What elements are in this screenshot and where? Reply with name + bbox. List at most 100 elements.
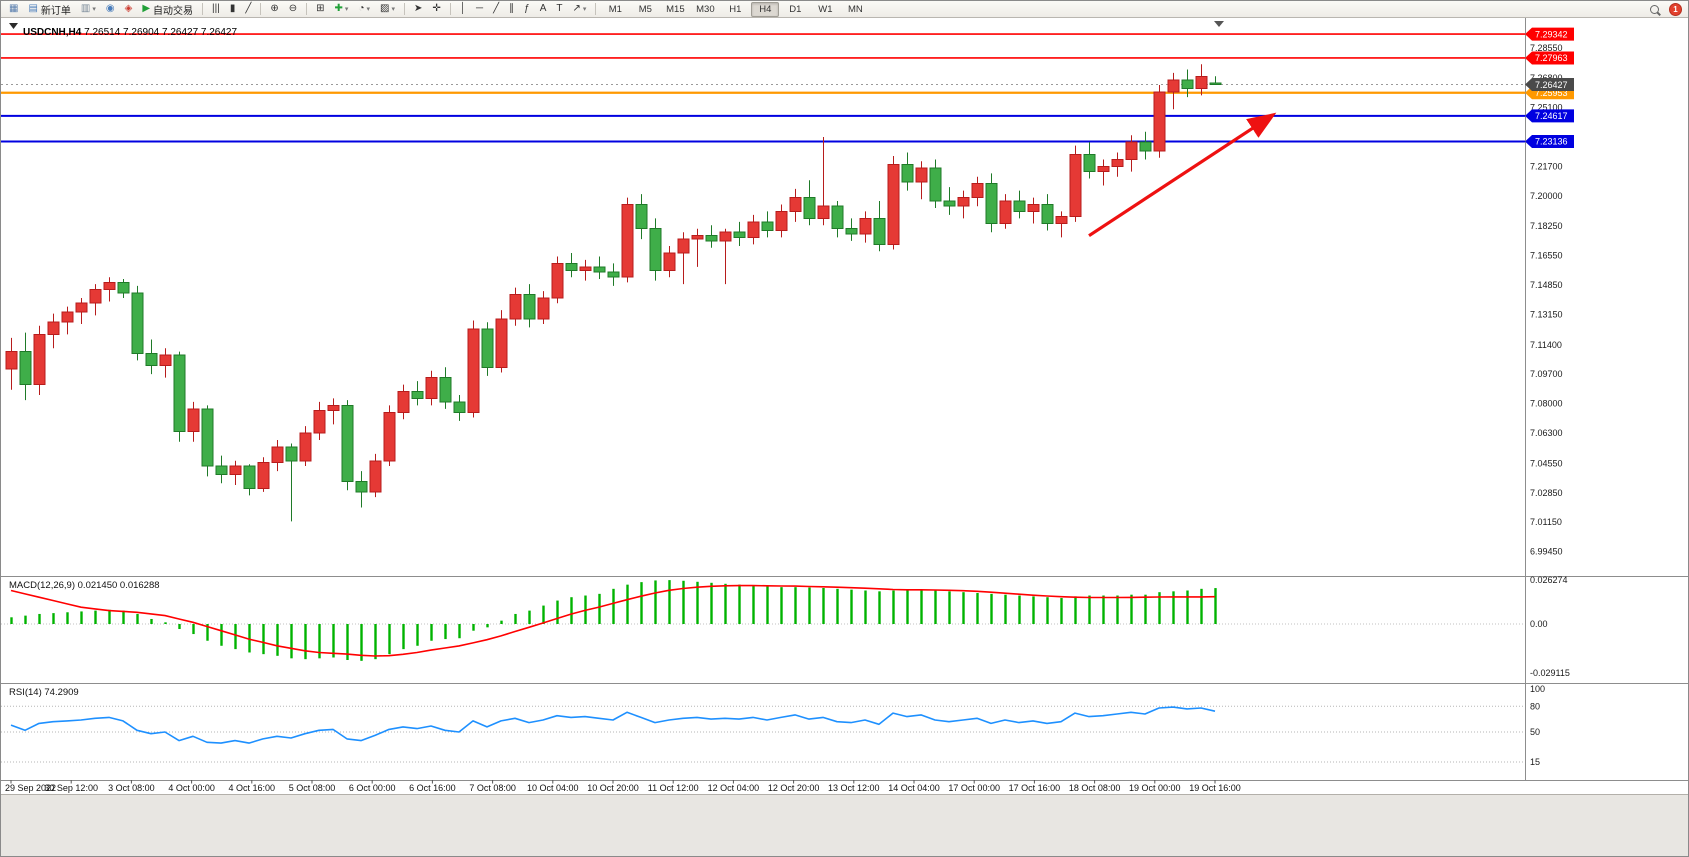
profiles-button[interactable]: ▥ ▾ — [77, 1, 100, 17]
time-axis-label: 4 Oct 16:00 — [229, 783, 276, 793]
tile-windows-button[interactable]: ⊞ — [312, 1, 328, 17]
candle — [691, 235, 704, 240]
toolbar-right: 1 — [1650, 2, 1685, 16]
candle — [1027, 203, 1040, 212]
time-axis-label: 19 Oct 00:00 — [1129, 783, 1181, 793]
time-axis-label: 13 Oct 12:00 — [828, 783, 880, 793]
toolbar-separator — [449, 3, 451, 15]
candle — [999, 200, 1012, 225]
time-axis-label: 6 Oct 00:00 — [349, 783, 396, 793]
candle — [621, 203, 634, 278]
price-axis-label: 7.02850 — [1530, 488, 1563, 498]
auto-trading-button[interactable]: ▶ 自动交易 — [138, 1, 197, 17]
crosshair-button[interactable]: ✛ — [428, 1, 444, 17]
indicators-button[interactable]: ✚ ▾ — [331, 1, 353, 17]
new-chart-button[interactable]: ▦ — [5, 1, 22, 17]
templates-button[interactable]: ▨ ▾ — [376, 1, 399, 17]
candle — [61, 311, 74, 323]
periods-button[interactable]: ◔ ▾ — [354, 1, 374, 17]
candle — [201, 408, 214, 467]
price-axis-label: 7.25100 — [1530, 103, 1563, 113]
candle — [537, 297, 550, 320]
zoom-in-button[interactable]: ⊕ — [266, 1, 282, 17]
time-axis-label: 11 Oct 12:00 — [648, 783, 699, 793]
auto-trading-icon: ▶ — [142, 3, 151, 14]
one-click-trading-toggle[interactable] — [9, 23, 18, 29]
search-icon[interactable] — [1650, 4, 1659, 14]
new-order-button[interactable]: ▤ 新订单 — [24, 1, 74, 17]
text-label-button[interactable]: T — [552, 1, 566, 17]
chart-canvas[interactable]: 7.285507.268007.251007.217007.200007.182… — [1, 18, 1689, 857]
candle — [859, 217, 872, 235]
chevron-down-icon: ▾ — [344, 6, 349, 13]
timeframe-m1-button[interactable]: M1 — [608, 3, 622, 15]
candle — [495, 318, 508, 368]
tile-windows-icon: ⊞ — [316, 3, 325, 14]
support-icon: ◉ — [105, 3, 115, 14]
fibonacci-button[interactable]: ƒ — [520, 1, 534, 17]
timeframe-w1-button[interactable]: W1 — [818, 3, 833, 15]
time-axis-label: 10 Oct 20:00 — [587, 783, 639, 793]
timeframe-mn-button[interactable]: MN — [847, 3, 863, 15]
timeframe-m30-button[interactable]: M30 — [696, 3, 715, 15]
candle — [1041, 203, 1054, 225]
timeframe-h4-button[interactable]: H4 — [751, 1, 780, 17]
notification-badge[interactable]: 1 — [1669, 2, 1682, 16]
svg-text:7.27963: 7.27963 — [1535, 53, 1568, 63]
candle — [355, 481, 368, 493]
equidistant-channel-button[interactable]: ∥ — [505, 1, 518, 17]
trendline-button[interactable]: ╱ — [489, 1, 503, 17]
news-button[interactable]: ◈ — [121, 1, 137, 17]
timeframe-h1-button[interactable]: H1 — [729, 3, 742, 15]
timeframe-m5-button[interactable]: M5 — [638, 3, 652, 15]
macd-axis-label: 0.026274 — [1530, 575, 1568, 585]
price-badge: 7.24617 — [1525, 109, 1574, 123]
price-axis-label: 7.09700 — [1530, 369, 1563, 379]
new-order-label: 新订单 — [40, 5, 71, 17]
text-icon: A — [539, 3, 547, 14]
candle — [705, 235, 718, 242]
timeframe-m15-button[interactable]: M15 — [666, 3, 685, 15]
candle — [257, 461, 270, 489]
chart-candles-button[interactable]: ▮ — [226, 1, 240, 17]
chart-shift-marker[interactable] — [1214, 21, 1224, 27]
candle — [103, 281, 116, 290]
vertical-line-button[interactable]: │ — [456, 1, 470, 17]
candle — [1209, 82, 1222, 86]
arrows-button[interactable]: ↗ ▾ — [568, 1, 590, 17]
time-axis-label: 12 Oct 04:00 — [708, 783, 760, 793]
candle — [1181, 79, 1194, 89]
candle — [733, 231, 746, 238]
candle — [915, 167, 928, 183]
chart-bars-button[interactable]: ||| — [208, 1, 224, 17]
toolbar-separator — [260, 3, 262, 15]
horizontal-line-button[interactable]: ─ — [472, 1, 487, 17]
candle — [341, 404, 354, 483]
chart-line-button[interactable]: ╱ — [241, 1, 255, 17]
svg-text:7.29342: 7.29342 — [1535, 29, 1568, 39]
zoom-in-icon: ⊕ — [270, 3, 279, 14]
candle — [775, 210, 788, 231]
cursor-button[interactable]: ➤ — [410, 1, 426, 17]
rsi-line — [10, 706, 1216, 744]
trendline-icon: ╱ — [493, 3, 500, 14]
candle — [845, 228, 858, 235]
candle — [1097, 165, 1110, 173]
indicators-icon: ✚ — [334, 3, 343, 14]
zoom-out-button[interactable]: ⊖ — [285, 1, 301, 17]
trend-arrow[interactable] — [1088, 112, 1277, 238]
candle — [285, 446, 298, 462]
candle — [803, 197, 816, 219]
svg-text:7.23136: 7.23136 — [1535, 137, 1568, 147]
candle — [831, 205, 844, 230]
text-button[interactable]: A — [536, 1, 551, 17]
timeframe-d1-button[interactable]: D1 — [789, 3, 802, 15]
toolbar-separator — [595, 3, 597, 15]
rsi-axis-label: 50 — [1530, 727, 1540, 737]
candle — [439, 377, 452, 403]
macd-label: MACD(12,26,9) 0.021450 0.016288 — [9, 580, 160, 591]
periods-icon: ◔ — [358, 3, 365, 14]
candle — [663, 252, 676, 271]
candle — [761, 221, 774, 231]
support-button[interactable]: ◉ — [102, 1, 119, 17]
